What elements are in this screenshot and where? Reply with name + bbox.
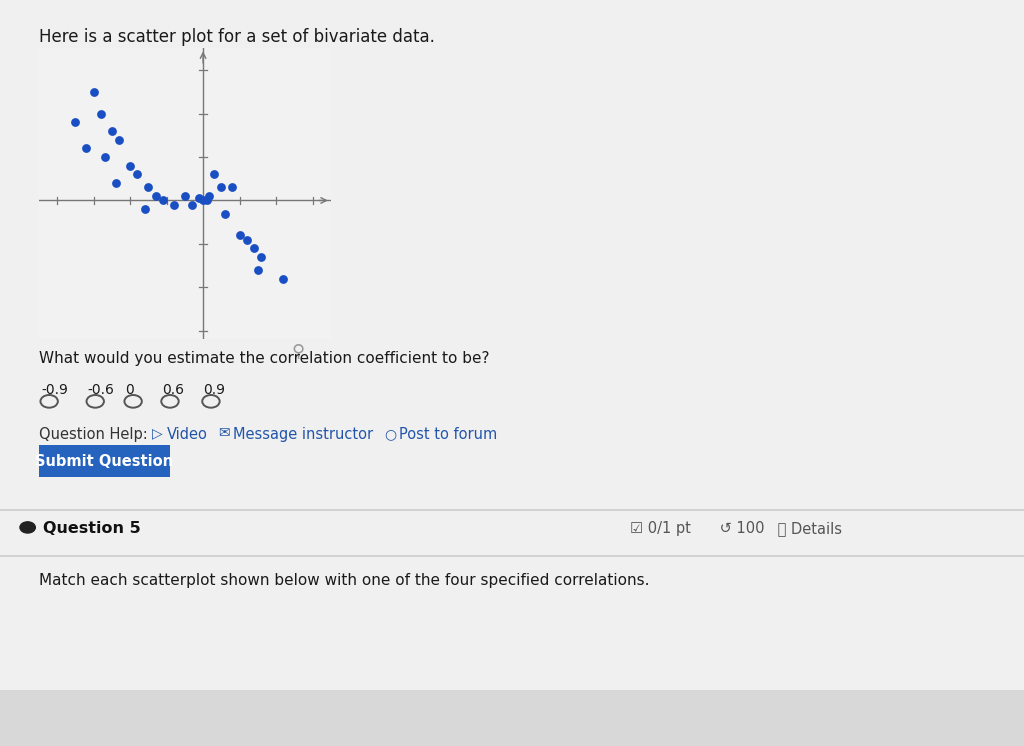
Point xyxy=(253,251,269,263)
Text: ⚲: ⚲ xyxy=(292,343,305,361)
Point xyxy=(176,190,193,202)
Point xyxy=(199,195,215,207)
Point xyxy=(93,107,110,119)
Text: ○: ○ xyxy=(384,427,396,441)
Point xyxy=(103,125,120,137)
Text: Post to forum: Post to forum xyxy=(399,427,498,442)
Text: Question 5: Question 5 xyxy=(43,521,140,536)
Text: 0.9: 0.9 xyxy=(203,383,224,397)
Text: ▷: ▷ xyxy=(152,427,162,441)
Text: -0.6: -0.6 xyxy=(87,383,114,397)
Text: 0: 0 xyxy=(125,383,134,397)
Point xyxy=(231,229,248,241)
Point xyxy=(140,181,157,193)
Point xyxy=(201,190,217,202)
Point xyxy=(217,207,233,219)
Point xyxy=(78,142,94,154)
Point xyxy=(147,190,164,202)
Point xyxy=(191,192,208,204)
Point xyxy=(206,169,222,181)
Point xyxy=(155,195,171,207)
Point xyxy=(213,181,229,193)
Text: -0.9: -0.9 xyxy=(41,383,68,397)
Point xyxy=(96,151,113,163)
Text: Match each scatterplot shown below with one of the four specified correlations.: Match each scatterplot shown below with … xyxy=(39,573,649,588)
Point xyxy=(68,116,84,128)
Text: Message instructor: Message instructor xyxy=(233,427,374,442)
Text: Question Help:: Question Help: xyxy=(39,427,147,442)
Point xyxy=(122,160,138,172)
Point xyxy=(129,169,145,181)
Point xyxy=(195,195,211,207)
Point xyxy=(250,264,266,276)
Point xyxy=(85,86,101,98)
Point xyxy=(239,233,255,245)
Text: 0.6: 0.6 xyxy=(162,383,183,397)
Point xyxy=(136,203,153,215)
Point xyxy=(246,242,262,254)
Text: Submit Question: Submit Question xyxy=(36,454,173,468)
Point xyxy=(108,177,124,189)
Point xyxy=(275,273,292,285)
Point xyxy=(224,181,241,193)
Text: Here is a scatter plot for a set of bivariate data.: Here is a scatter plot for a set of biva… xyxy=(39,28,435,46)
Text: ↺ 100: ↺ 100 xyxy=(715,521,764,536)
Text: ✉: ✉ xyxy=(218,427,229,441)
Text: What would you estimate the correlation coefficient to be?: What would you estimate the correlation … xyxy=(39,351,489,366)
Point xyxy=(184,199,201,211)
Text: Video: Video xyxy=(167,427,208,442)
Point xyxy=(111,134,127,145)
Text: ⓘ Details: ⓘ Details xyxy=(773,521,842,536)
Text: ☑ 0/1 pt: ☑ 0/1 pt xyxy=(630,521,690,536)
Point xyxy=(166,199,182,211)
